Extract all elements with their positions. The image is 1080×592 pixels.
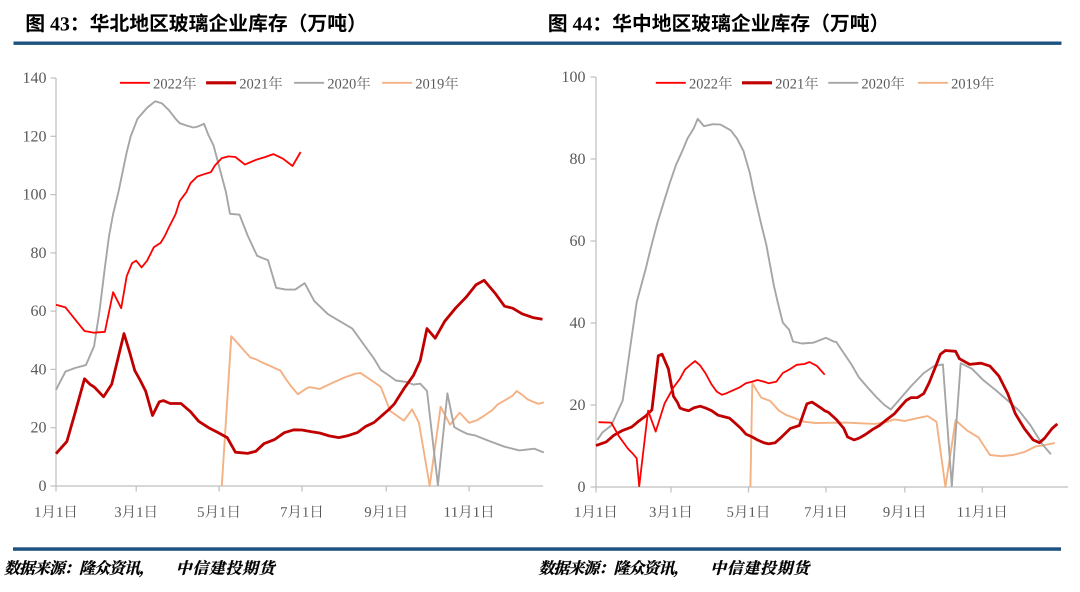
- svg-text:120: 120: [23, 128, 47, 145]
- svg-text:20: 20: [31, 420, 47, 437]
- svg-text:0: 0: [578, 479, 586, 496]
- svg-text:40: 40: [31, 361, 47, 378]
- svg-text:80: 80: [31, 245, 47, 262]
- svg-text:100: 100: [562, 69, 586, 86]
- svg-text:60: 60: [31, 303, 47, 320]
- svg-text:100: 100: [23, 187, 47, 204]
- svg-text:0: 0: [39, 478, 47, 495]
- svg-text:40: 40: [570, 315, 586, 332]
- svg-text:80: 80: [570, 151, 586, 168]
- svg-text:20: 20: [570, 397, 586, 414]
- svg-text:60: 60: [570, 233, 586, 250]
- svg-text:140: 140: [23, 70, 47, 87]
